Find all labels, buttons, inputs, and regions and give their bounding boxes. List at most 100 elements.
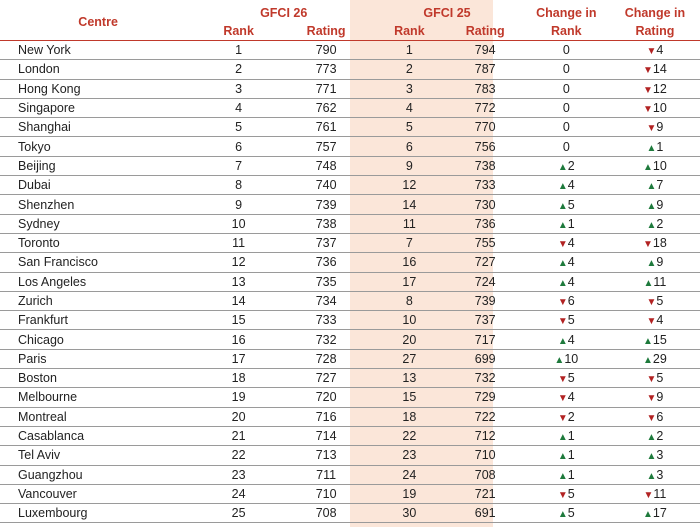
triangle-down-icon: ▼	[646, 316, 657, 328]
table-row: Montreal 20 716 18 722 ▼2 ▼6	[0, 407, 700, 427]
table-row: Los Angeles 13 735 17 724 ▲4 ▲11	[0, 272, 700, 292]
rating-25-cell: 721	[447, 484, 523, 505]
rating-26-cell: 714	[281, 426, 372, 447]
change-rank-cell: ▲1	[522, 426, 610, 447]
table-row: Singapore 4 762 4 772 0 ▼10	[0, 98, 700, 119]
rank-25-cell: 27	[371, 349, 448, 370]
change-value: 2	[567, 158, 575, 173]
change-value: 2	[656, 429, 664, 444]
change-value: 0	[562, 62, 570, 77]
rank-26-cell: 1	[196, 40, 282, 61]
rank-26-cell: 18	[196, 368, 282, 389]
rating-25-cell: 729	[447, 387, 523, 408]
rating-26-cell: 720	[281, 387, 372, 408]
table-row: Tel Aviv 22 713 23 710 ▲1 ▲3	[0, 445, 700, 466]
rating-26-cell: 771	[281, 79, 372, 99]
change-value: 4	[567, 178, 575, 193]
rank-25-cell: 11	[371, 214, 448, 234]
rank-26-cell: 11	[196, 233, 282, 254]
header-change-rating-line2: Rating	[609, 22, 700, 41]
rating-25-cell: 772	[447, 98, 523, 119]
rating-26-cell: 728	[281, 349, 372, 370]
change-value: 10	[652, 158, 667, 173]
rank-26-cell: 9	[196, 194, 282, 215]
change-rating-cell: ▲29	[609, 349, 700, 370]
change-value: 2	[656, 216, 664, 231]
change-rating-cell: ▼4	[609, 310, 700, 331]
triangle-up-icon: ▲	[557, 219, 568, 231]
centre-name-cell: Singapore	[0, 98, 197, 119]
rating-26-cell: 708	[281, 503, 372, 524]
change-rank-cell: ▼5	[522, 368, 610, 389]
change-value: 7	[656, 178, 664, 193]
triangle-up-icon: ▲	[643, 161, 653, 173]
change-value: 3	[656, 448, 664, 463]
change-rating-cell: ▼9	[609, 387, 700, 408]
change-rank-cell: ▲1	[522, 445, 610, 466]
triangle-down-icon: ▼	[646, 297, 657, 308]
change-value: 0	[562, 120, 570, 135]
change-value: 5	[567, 313, 575, 328]
table-row: Hong Kong 3 771 3 783 0 ▼12	[0, 79, 700, 99]
triangle-up-icon: ▲	[643, 354, 653, 366]
rating-26-cell: 748	[281, 156, 372, 177]
rating-25-cell: 738	[447, 156, 523, 177]
table-row: Shenzhen 9 739 14 730 ▲5 ▲9	[0, 194, 700, 215]
change-rating-cell: ▲3	[609, 445, 700, 466]
change-rank-cell: ▲4	[522, 272, 610, 292]
rating-25-cell: 724	[447, 272, 523, 292]
rating-26-cell: 739	[281, 194, 372, 215]
change-value: 4	[567, 332, 575, 347]
change-value: 29	[652, 351, 667, 366]
table-row: New York 1 790 1 794 0 ▼4	[0, 40, 700, 61]
change-rating-cell: ▼6	[609, 407, 700, 427]
triangle-up-icon: ▲	[557, 470, 568, 482]
table-row: Frankfurt 15 733 10 737 ▼5 ▼4	[0, 310, 700, 331]
rating-26-cell: 733	[281, 310, 372, 331]
rating-25-cell: 727	[447, 252, 523, 273]
rating-26-cell: 737	[281, 233, 372, 254]
change-rating-cell: ▼12	[609, 79, 700, 99]
change-value: 5	[567, 506, 575, 521]
change-rank-cell: ▼6	[522, 291, 610, 312]
change-rating-cell: ▼14	[609, 59, 700, 80]
centre-name-cell: Luxembourg	[0, 503, 197, 524]
table-row: San Francisco 12 736 16 727 ▲4 ▲9	[0, 252, 700, 273]
change-value: 6	[567, 294, 575, 308]
rating-26-cell: 711	[281, 465, 372, 485]
centre-name-cell: Montreal	[0, 407, 197, 427]
change-value: 4	[567, 255, 575, 270]
rank-26-cell: 22	[196, 445, 282, 466]
table-row: Beijing 7 748 9 738 ▲2 ▲10	[0, 156, 700, 177]
table-row: Toronto 11 737 7 755 ▼4 ▼18	[0, 233, 700, 254]
rank-26-cell: 5	[196, 117, 282, 138]
rating-26-cell: 757	[281, 136, 372, 157]
change-value: 12	[652, 81, 667, 96]
triangle-up-icon: ▲	[557, 200, 568, 212]
change-value: 1	[656, 139, 664, 154]
centre-name-cell: Guangzhou	[0, 465, 197, 485]
change-rating-cell: ▲11	[609, 272, 700, 292]
triangle-up-icon: ▲	[646, 200, 657, 212]
change-value: 4	[567, 390, 575, 405]
header-change-rank-line2: Rank	[522, 22, 610, 41]
rank-26-cell: 3	[196, 79, 282, 99]
rating-25-cell: 708	[447, 465, 523, 485]
centre-name-cell: Melbourne	[0, 387, 197, 408]
change-rank-cell: ▼2	[522, 407, 610, 427]
change-value: 5	[656, 371, 664, 386]
change-value: 11	[653, 486, 667, 501]
table-body: New York 1 790 1 794 0 ▼4 London 2 773 2 787 0 ▼14 Hon…	[0, 40, 700, 524]
change-rank-cell: ▲4	[522, 329, 610, 350]
triangle-down-icon: ▼	[646, 393, 657, 405]
rank-26-cell: 12	[196, 252, 282, 273]
centre-name-cell: Beijing	[0, 156, 197, 177]
change-value: 4	[656, 313, 664, 328]
triangle-up-icon: ▲	[646, 470, 657, 482]
rank-26-cell: 10	[196, 214, 282, 234]
change-rank-cell: 0	[522, 79, 610, 99]
triangle-down-icon: ▼	[557, 393, 568, 405]
rank-25-cell: 1	[371, 40, 448, 61]
rank-25-cell: 14	[371, 194, 448, 215]
